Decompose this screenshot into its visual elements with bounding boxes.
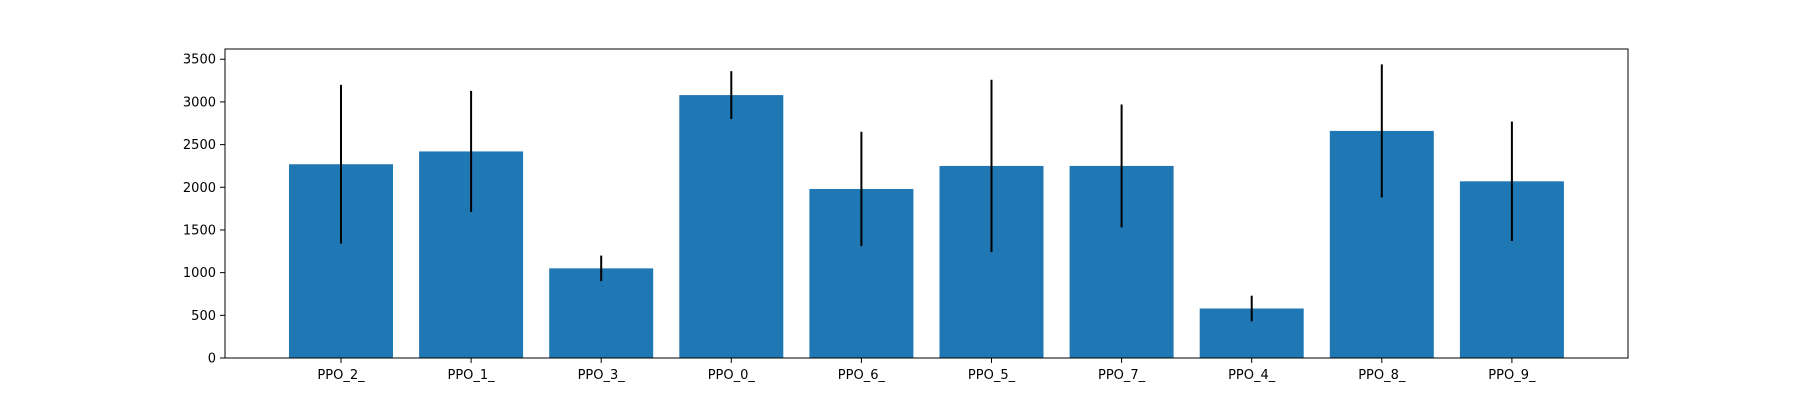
x-tick-label: PPO_3_ xyxy=(578,368,626,383)
y-tick-label: 3000 xyxy=(183,95,216,110)
y-tick-label: 1500 xyxy=(183,223,216,238)
x-tick-label: PPO_6_ xyxy=(838,368,886,383)
y-tick-label: 0 xyxy=(208,352,216,367)
y-tick-label: 2500 xyxy=(183,138,216,153)
x-tick-label: PPO_1_ xyxy=(448,368,496,383)
x-tick-label: PPO_9_ xyxy=(1488,368,1536,383)
ticks-layer: 0 500 1000 1500 2000 2500 3000 3500 PPO_2_ PPO_1_… xyxy=(183,53,1536,383)
x-tick-label: PPO_4_ xyxy=(1228,368,1276,383)
y-tick-label: 2000 xyxy=(183,181,216,196)
x-tick-label: PPO_5_ xyxy=(968,368,1016,383)
x-tick-label: PPO_0_ xyxy=(708,368,756,383)
plot-frame xyxy=(224,48,1629,359)
y-tick-label: 500 xyxy=(191,309,216,324)
x-tick-label: PPO_8_ xyxy=(1358,368,1406,383)
axes xyxy=(224,48,1629,359)
y-tick-label: 1000 xyxy=(183,266,216,281)
bar-PPO_0_ xyxy=(679,95,784,358)
x-tick-label: PPO_2_ xyxy=(317,368,365,383)
bar-PPO_3_ xyxy=(549,268,654,358)
x-tick-label: PPO_7_ xyxy=(1098,368,1146,383)
y-tick-label: 3500 xyxy=(183,53,216,68)
bars-layer xyxy=(289,95,1564,358)
error-bars-layer xyxy=(340,64,1513,322)
